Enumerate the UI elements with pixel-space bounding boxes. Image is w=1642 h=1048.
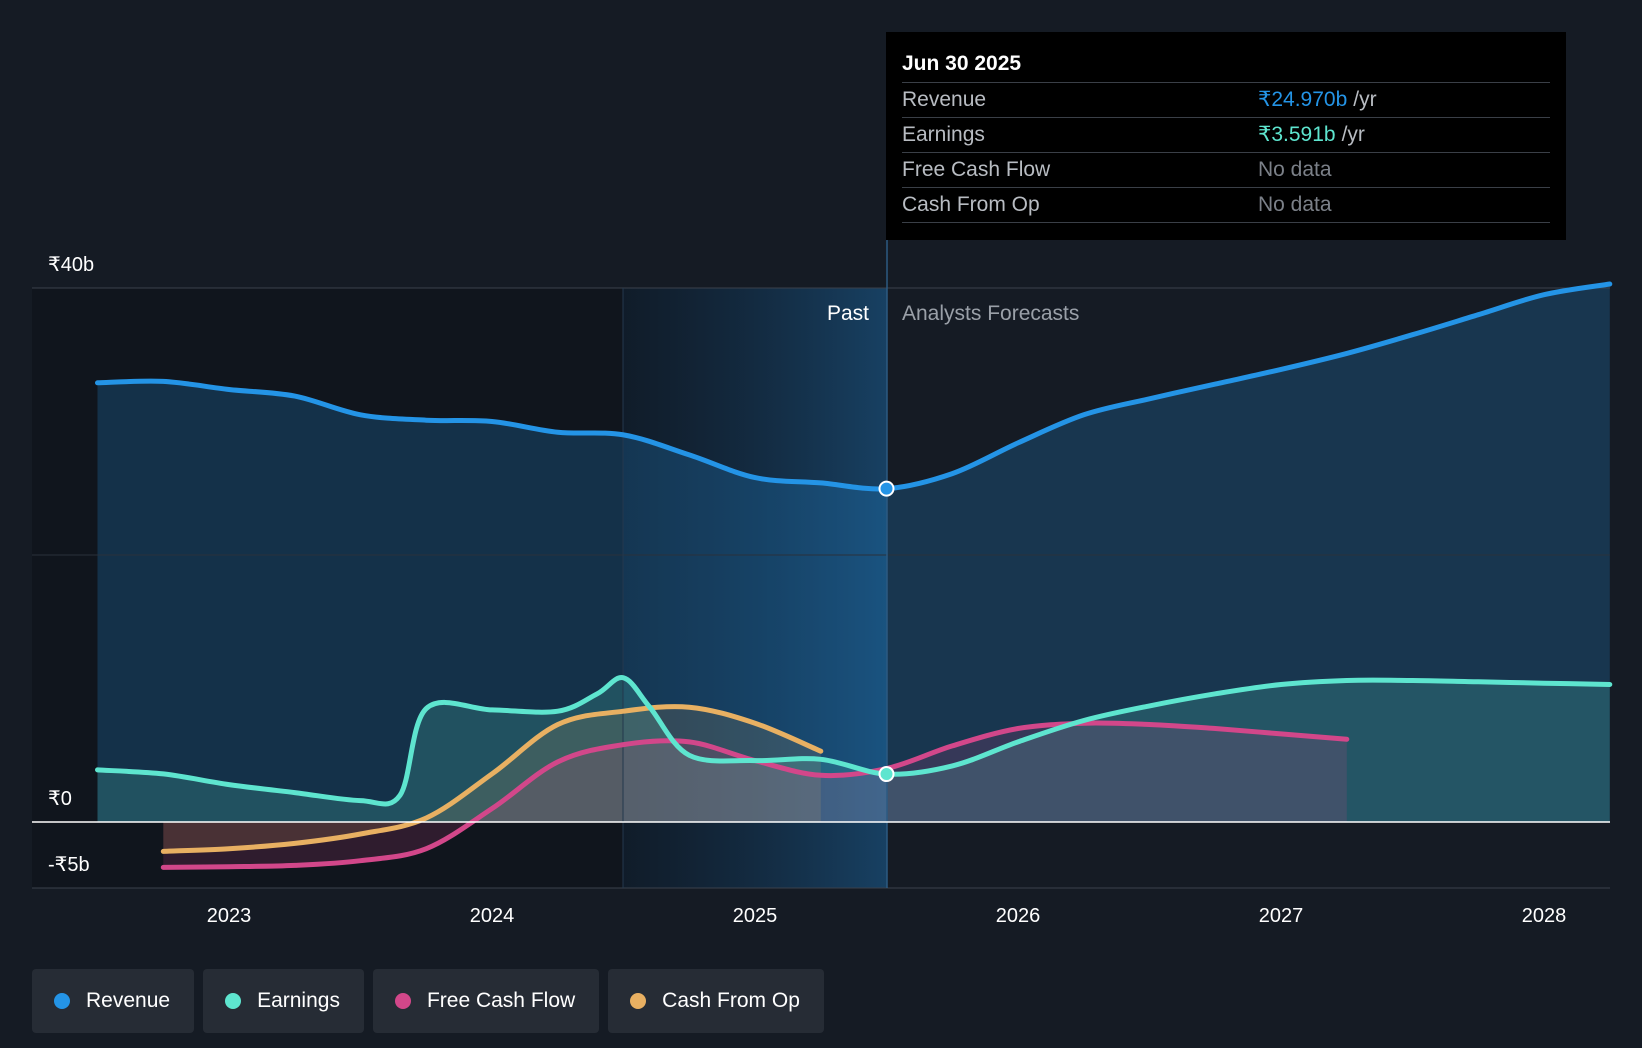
legend-dot-icon (225, 993, 242, 1009)
revenue-area (97, 284, 1610, 822)
tooltip-row-fcf: Free Cash Flow No data (902, 153, 1550, 188)
legend-label: Free Cash Flow (426, 989, 576, 1012)
y-label-top: ₹40b (48, 254, 94, 276)
x-tick-label: 2028 (1522, 905, 1567, 927)
legend-item-earnings[interactable]: Earnings (203, 969, 364, 1033)
legend-label: Cash From Op (662, 989, 800, 1012)
past-highlight-band (623, 288, 887, 888)
tooltip-row-revenue: Revenue ₹24.970b /yr (902, 83, 1550, 118)
x-tick-label: 2026 (996, 905, 1041, 927)
tooltip-label: Cash From Op (902, 193, 1040, 216)
legend-label: Earnings (257, 989, 340, 1012)
legend-dot-icon (394, 993, 411, 1009)
earnings-marker (878, 766, 895, 783)
tooltip-unit: /yr (1341, 123, 1365, 146)
legend-item-cash-from-op[interactable]: Cash From Op (608, 969, 824, 1033)
x-tick-label: 2024 (470, 905, 515, 927)
x-tick-label: 2025 (733, 905, 778, 927)
tooltip-date: Jun 30 2025 (902, 46, 1550, 83)
tooltip-label: Free Cash Flow (902, 158, 1051, 181)
tooltip-row-cfo: Cash From Op No data (902, 188, 1550, 223)
tooltip-label: Earnings (902, 123, 985, 146)
tooltip-value-cfo: No data (1258, 193, 1332, 216)
tooltip-unit: /yr (1353, 88, 1377, 111)
legend-dot-icon (54, 993, 70, 1009)
x-tick-label: 2027 (1259, 905, 1304, 927)
cash-from-op-line (160, 704, 824, 854)
x-tick-label: 2023 (207, 905, 252, 927)
revenue-line (95, 281, 1613, 492)
legend-label: Revenue (86, 989, 171, 1012)
tooltip-label: Revenue (902, 88, 987, 111)
legend-item-revenue[interactable]: Revenue (32, 969, 195, 1033)
free-cash-flow-area (163, 722, 1347, 868)
revenue-marker (878, 480, 895, 497)
earnings-line (95, 675, 1613, 807)
legend-dot-icon (630, 993, 647, 1009)
legend: Revenue Earnings Free Cash Flow Cash Fro… (32, 969, 824, 1033)
tooltip-value-earnings: ₹3.591b (1258, 123, 1336, 146)
legend-item-free-cash-flow[interactable]: Free Cash Flow (372, 969, 600, 1033)
forecast-label: Analysts Forecasts (902, 302, 1079, 325)
tooltip-row-earnings: Earnings ₹3.591b /yr (902, 118, 1550, 153)
past-label: Past (827, 302, 869, 325)
tooltip-value-revenue: ₹24.970b (1258, 88, 1348, 111)
y-label-bottom: -₹5b (48, 854, 90, 876)
y-label-zero: ₹0 (48, 788, 72, 810)
tooltip-value-fcf: No data (1258, 158, 1332, 181)
tooltip: Jun 30 2025 Revenue ₹24.970b /yr Earning… (886, 32, 1566, 240)
